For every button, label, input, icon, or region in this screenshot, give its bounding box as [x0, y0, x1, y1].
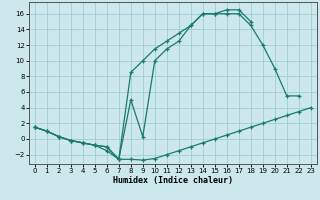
X-axis label: Humidex (Indice chaleur): Humidex (Indice chaleur): [113, 176, 233, 185]
